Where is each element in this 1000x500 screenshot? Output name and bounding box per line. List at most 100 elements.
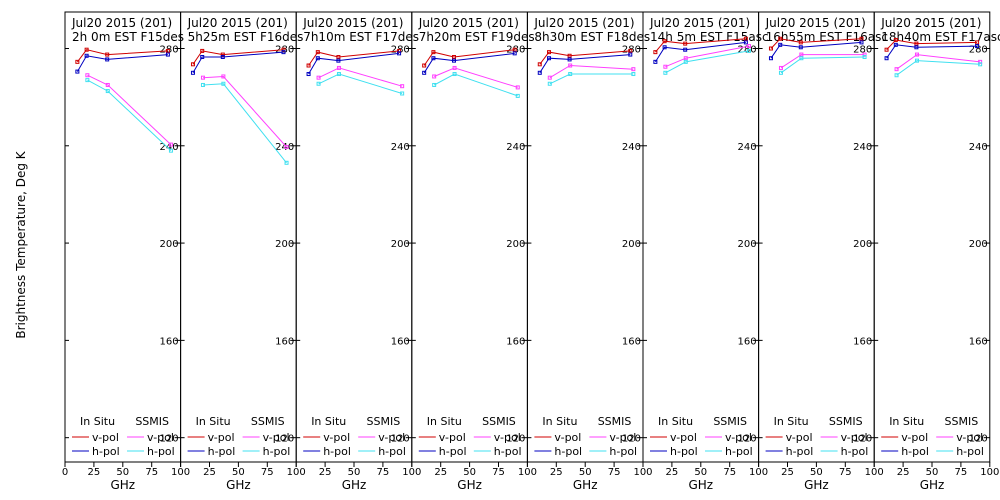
y-tick-label: 160 — [853, 336, 872, 347]
in-situ-v-pol-point — [281, 47, 286, 52]
panel-1: Jul20 2015 (201)2h 0m EST F15des 120 160 20… — [62, 11, 190, 492]
in-situ-v-pol-line — [655, 38, 746, 53]
in-situ-v-pol-point — [743, 36, 748, 41]
ssmis-v-pol-point — [316, 75, 321, 80]
in-situ-h-pol-line — [539, 54, 631, 74]
x-tick-label: 50 — [116, 467, 129, 478]
in-situ-h-pol-point — [75, 69, 80, 74]
panel-series — [75, 47, 173, 153]
legend-ssmis-v-pol-label: v-pol — [147, 431, 174, 444]
ssmis-v-pol-point — [515, 85, 520, 90]
ssmis-h-pol-point — [631, 72, 636, 77]
panel-8: Jul20 2015 (201)18h40m EST F17asc 120 160 2… — [873, 11, 1000, 492]
in-situ-v-pol-point — [914, 41, 919, 46]
in-situ-h-pol-point — [105, 57, 110, 62]
panel-5: Jul20 2015 (201)8h30m EST F18des 120 160 20… — [526, 11, 653, 492]
panel-6: Jul20 2015 (201)14h 5m EST F15asc 120 160 2… — [642, 11, 769, 492]
y-tick-label: 240 — [506, 142, 525, 153]
x-tick-label: 50 — [810, 467, 823, 478]
legend-ssmis-h-pol-label: h-pol — [956, 445, 984, 458]
ssmis-h-pol-point — [778, 70, 783, 75]
x-tick-label: 75 — [261, 467, 274, 478]
legend-in-situ-h-pol-label: h-pol — [439, 445, 467, 458]
ssmis-h-pol-point — [316, 81, 321, 86]
ssmis-v-pol-point — [631, 67, 636, 72]
in-situ-h-pol-point — [884, 56, 889, 61]
ssmis-h-pol-point — [862, 55, 867, 59]
x-tick-label: 75 — [377, 467, 390, 478]
in-situ-v-pol-point — [653, 50, 658, 55]
panel-frame — [64, 11, 182, 463]
in-situ-h-pol-line — [654, 41, 746, 63]
in-situ-h-pol-point — [84, 53, 89, 58]
y-tick-label: 200 — [160, 239, 179, 250]
in-situ-v-pol-point — [768, 46, 773, 51]
ssmis-v-pol-line — [318, 67, 403, 87]
in-situ-h-pol-point — [512, 51, 517, 56]
ssmis-v-pol-point — [894, 67, 899, 72]
in-situ-h-pol-point — [165, 52, 170, 57]
panel-series — [190, 47, 289, 165]
ssmis-v-pol-point — [221, 74, 226, 79]
ssmis-h-pol-point — [452, 72, 457, 77]
ssmis-h-pol-line — [549, 73, 634, 85]
x-tick-label: 75 — [608, 467, 621, 478]
panel-title-time: 8h30m EST F18des — [534, 30, 650, 44]
panel-title-date: Jul20 2015 (201) — [533, 16, 634, 30]
ssmis-h-pol-point — [105, 89, 110, 94]
in-situ-h-pol-point — [662, 45, 667, 50]
x-axis-label: GHz — [920, 478, 945, 492]
in-situ-v-pol-point — [567, 53, 572, 58]
legend-in-situ-heading: In Situ — [542, 415, 577, 428]
y-tick-label: 240 — [969, 142, 988, 153]
legend-in-situ-heading: In Situ — [196, 415, 231, 428]
in-situ-h-pol-point — [628, 52, 633, 57]
ssmis-h-pol-point — [547, 81, 552, 86]
in-situ-h-pol-point — [451, 58, 456, 63]
in-situ-h-pol-point — [798, 45, 803, 50]
ssmis-h-pol-line — [87, 79, 172, 151]
legend-in-situ-heading: In Situ — [658, 415, 693, 428]
in-situ-v-pol-point — [220, 52, 225, 57]
in-situ-h-pol-point — [653, 59, 658, 64]
ssmis-h-pol-point — [200, 82, 205, 87]
ssmis-h-pol-line — [202, 83, 287, 164]
in-situ-h-pol-line — [308, 52, 400, 75]
panels-group: Jul20 2015 (201)2h 0m EST F15des12016020… — [62, 11, 1000, 492]
panel-title-date: Jul20 2015 (201) — [765, 16, 866, 30]
in-situ-v-pol-point — [306, 63, 311, 68]
x-tick-label: 0 — [62, 467, 68, 478]
in-situ-h-pol-point — [281, 50, 286, 55]
ssmis-v-pol-line — [434, 67, 518, 88]
x-tick-label: 100 — [749, 467, 768, 478]
x-tick-label: 50 — [926, 467, 939, 478]
panel-title-date: Jul20 2015 (201) — [187, 16, 288, 30]
x-tick-label: 25 — [550, 467, 563, 478]
ssmis-v-pol-point — [547, 75, 552, 80]
y-tick-label: 120 — [506, 434, 525, 445]
x-tick-label: 50 — [463, 467, 476, 478]
x-tick-label: 50 — [694, 467, 707, 478]
in-situ-h-pol-point — [315, 56, 320, 61]
legend-ssmis-h-pol-label: h-pol — [147, 445, 175, 458]
ssmis-h-pol-point — [85, 78, 90, 83]
y-tick-label: 160 — [738, 336, 757, 347]
y-tick-label: 120 — [853, 434, 872, 445]
legend-in-situ-heading: In Situ — [80, 415, 115, 428]
y-tick-label: 200 — [738, 239, 757, 250]
legend-ssmis-heading: SSMIS — [829, 415, 863, 428]
in-situ-v-pol-line — [886, 39, 978, 51]
x-axis-label: GHz — [573, 478, 598, 492]
legend-ssmis-heading: SSMIS — [367, 415, 401, 428]
in-situ-h-pol-line — [192, 51, 284, 74]
legend-in-situ-h-pol-label: h-pol — [554, 445, 582, 458]
in-situ-v-pol-point — [683, 41, 688, 46]
y-tick-label: 120 — [391, 434, 410, 445]
ssmis-v-pol-point — [168, 142, 173, 147]
in-situ-v-pol-line — [770, 38, 862, 49]
in-situ-h-pol-point — [200, 55, 205, 59]
x-tick-label: 75 — [839, 467, 852, 478]
in-situ-v-pol-line — [192, 49, 284, 65]
